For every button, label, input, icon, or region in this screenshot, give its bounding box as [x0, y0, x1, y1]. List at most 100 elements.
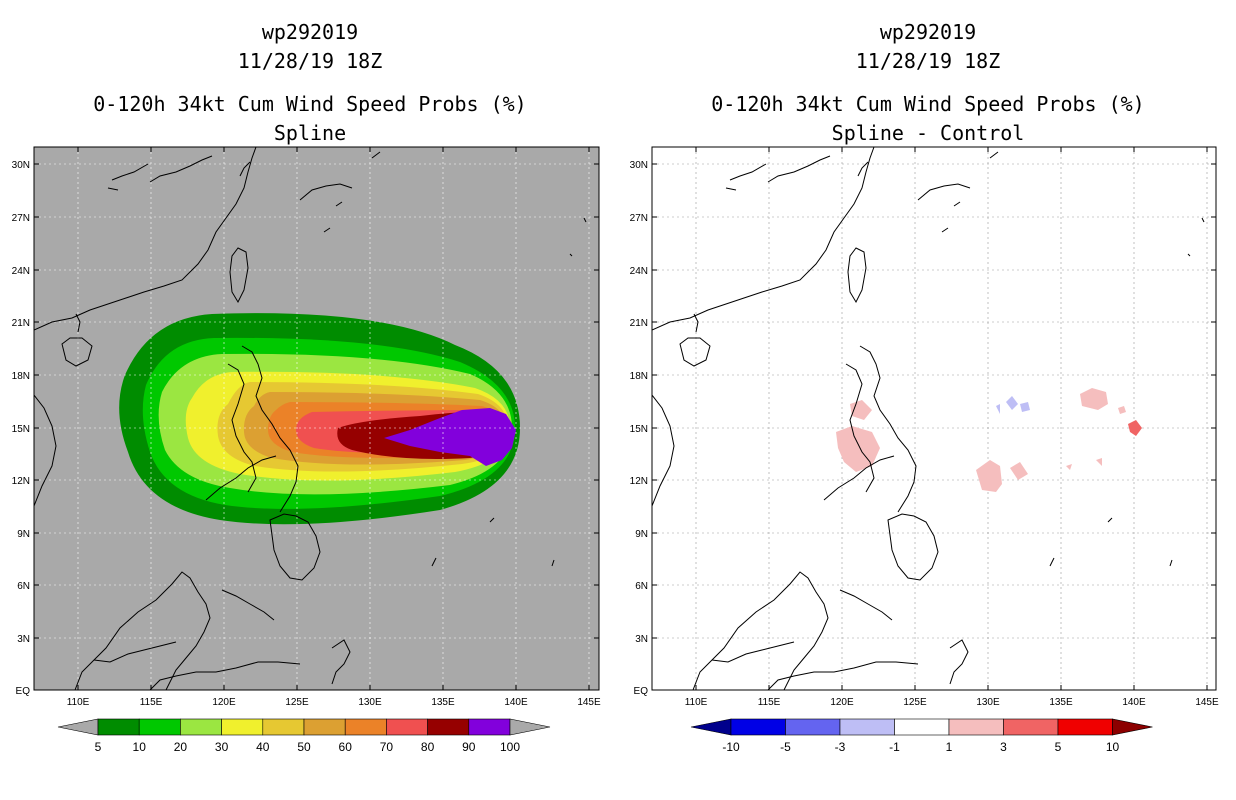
right-product-title: 0-120h 34kt Cum Wind Speed Probs (%)	[711, 92, 1145, 116]
colorbar-level-label: 5	[95, 740, 102, 754]
colorbar-level-label: 80	[421, 740, 435, 754]
colorbar-box	[97, 718, 140, 736]
lat-label: 15N	[12, 424, 30, 435]
lat-label: 3N	[635, 634, 648, 645]
lat-label: 6N	[635, 581, 648, 592]
right-datetime: 11/28/19 18Z	[855, 49, 1001, 73]
contour-90	[384, 408, 516, 466]
lon-label: 135E	[431, 697, 455, 708]
lat-label: 12N	[630, 476, 648, 487]
lon-label: 130E	[976, 697, 1000, 708]
colorbar-box	[180, 718, 222, 736]
lat-label: 27N	[12, 213, 30, 224]
colorbar-over-triangle	[509, 718, 551, 736]
lon-label: 145E	[1195, 697, 1219, 708]
colorbar-box	[386, 718, 428, 736]
lat-label: 15N	[630, 424, 648, 435]
lat-label: 12N	[12, 476, 30, 487]
lon-label: 135E	[1049, 697, 1073, 708]
colorbar-level-label: 10	[1106, 740, 1120, 754]
colorbar-level-label: 100	[500, 740, 520, 754]
lat-label: 27N	[630, 213, 648, 224]
lon-label: 120E	[212, 697, 236, 708]
right-plot-area	[651, 146, 1217, 691]
colorbar-box	[138, 718, 181, 736]
left-graticule	[34, 147, 599, 690]
colorbar-level-label: 90	[462, 740, 476, 754]
colorbar-level-label: -1	[889, 740, 900, 754]
colorbar-box	[1003, 718, 1059, 736]
colorbar-level-label: 70	[380, 740, 394, 754]
lon-label: 110E	[67, 697, 90, 708]
lat-label: 30N	[630, 160, 648, 171]
lat-label: 24N	[630, 266, 648, 277]
diff-patch	[1096, 458, 1102, 466]
colorbar-box	[468, 718, 511, 736]
colorbar-over-triangle	[1112, 718, 1153, 736]
left-axes: EQ 3N 6N 9N 12N 15N 18N 21N 24N 27N 30N 110E 115E 120…	[12, 147, 601, 708]
colorbar-box	[785, 718, 841, 736]
diff-patch-negative	[996, 404, 1000, 414]
left-probability-contours	[34, 147, 599, 690]
diff-patch-negative	[1006, 396, 1018, 410]
colorbar-box	[427, 718, 470, 736]
lon-label: 125E	[903, 697, 927, 708]
lat-label: EQ	[634, 686, 649, 697]
right-graticule	[652, 147, 1216, 690]
lat-label: 9N	[17, 529, 30, 540]
left-map-panel	[33, 146, 600, 691]
right-map-panel	[651, 146, 1217, 691]
right-difference-contours	[652, 147, 1216, 690]
lon-label: 115E	[758, 697, 781, 708]
colorbar-box	[221, 718, 264, 736]
diff-patch-negative	[1020, 402, 1030, 412]
colorbar-under-triangle	[57, 718, 99, 736]
right-axes: EQ 3N 6N 9N 12N 15N 18N 21N 24N 27N 30N 110E 115E 120…	[630, 147, 1219, 708]
left-storm-id: wp292019	[261, 20, 359, 44]
colorbar-box	[730, 718, 786, 736]
lon-label: 140E	[504, 697, 528, 708]
right-storm-id: wp292019	[879, 20, 977, 44]
lat-label: 3N	[17, 634, 30, 645]
colorbar-under-triangle	[690, 718, 732, 736]
diff-patch	[976, 460, 1002, 492]
colorbar-level-label: 3	[1000, 740, 1007, 754]
diff-patch	[1080, 388, 1108, 410]
colorbar-level-label: -10	[722, 740, 740, 754]
colorbar-box	[839, 718, 895, 736]
lon-label: 125E	[285, 697, 309, 708]
left-datetime: 11/28/19 18Z	[237, 49, 383, 73]
lat-label: 21N	[12, 318, 30, 329]
lon-label: 110E	[685, 697, 708, 708]
colorbar-level-label: 5	[1055, 740, 1062, 754]
left-product-title: 0-120h 34kt Cum Wind Speed Probs (%)	[93, 92, 527, 116]
lon-label: 145E	[577, 697, 601, 708]
colorbar-level-label: 10	[133, 740, 147, 754]
lat-label: 21N	[630, 318, 648, 329]
colorbar-level-label: 30	[215, 740, 229, 754]
colorbar-box	[344, 718, 387, 736]
lon-label: 130E	[358, 697, 382, 708]
lat-label: 6N	[17, 581, 30, 592]
lat-label: EQ	[16, 686, 31, 697]
right-colorbar: -10 -5 -3 -1 1 3 5 10	[690, 718, 1153, 754]
diff-patch-strong	[1128, 420, 1142, 436]
colorbar-box	[262, 718, 305, 736]
left-subtitle: Spline	[273, 121, 347, 145]
colorbar-level-label: 1	[946, 740, 953, 754]
diff-patch	[1010, 462, 1028, 480]
colorbar-box	[1057, 718, 1113, 736]
diff-patch	[1118, 406, 1126, 414]
colorbar-level-label: 20	[174, 740, 188, 754]
right-subtitle: Spline - Control	[831, 121, 1025, 145]
colorbar-level-label: 60	[339, 740, 353, 754]
lat-label: 24N	[12, 266, 30, 277]
lat-label: 30N	[12, 160, 30, 171]
lon-label: 120E	[830, 697, 854, 708]
colorbar-box	[948, 718, 1004, 736]
lat-label: 9N	[635, 529, 648, 540]
colorbar-level-label: -3	[835, 740, 846, 754]
colorbar-level-label: 40	[256, 740, 270, 754]
diff-patch	[1066, 464, 1072, 470]
